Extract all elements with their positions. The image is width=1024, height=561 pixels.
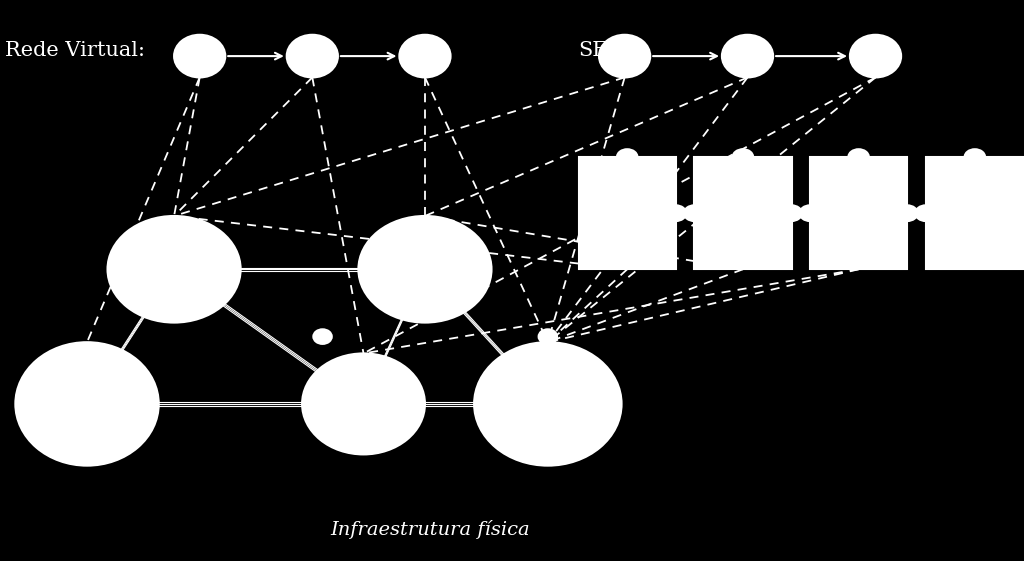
Ellipse shape	[897, 205, 918, 221]
Ellipse shape	[399, 35, 451, 77]
Text: Infraestrutura física: Infraestrutura física	[331, 519, 529, 539]
Text: SFC:: SFC:	[579, 41, 630, 60]
Ellipse shape	[616, 149, 637, 165]
Ellipse shape	[733, 149, 754, 165]
Ellipse shape	[800, 205, 820, 221]
Ellipse shape	[722, 35, 773, 77]
Ellipse shape	[174, 35, 225, 77]
Bar	[926, 157, 1024, 269]
Ellipse shape	[781, 205, 802, 221]
Bar	[694, 157, 792, 269]
Ellipse shape	[848, 149, 868, 165]
Ellipse shape	[599, 35, 650, 77]
Ellipse shape	[108, 216, 241, 323]
Ellipse shape	[666, 205, 686, 221]
Ellipse shape	[302, 353, 425, 454]
Ellipse shape	[965, 149, 985, 165]
Ellipse shape	[287, 35, 338, 77]
Ellipse shape	[313, 329, 332, 344]
Ellipse shape	[358, 216, 492, 323]
Bar	[810, 157, 907, 269]
Ellipse shape	[15, 342, 159, 466]
Ellipse shape	[539, 329, 557, 344]
Bar	[579, 157, 676, 269]
Text: Rede Virtual:: Rede Virtual:	[5, 41, 145, 60]
Ellipse shape	[915, 205, 936, 221]
Ellipse shape	[684, 205, 705, 221]
Ellipse shape	[474, 342, 622, 466]
Ellipse shape	[850, 35, 901, 77]
Ellipse shape	[539, 397, 557, 411]
